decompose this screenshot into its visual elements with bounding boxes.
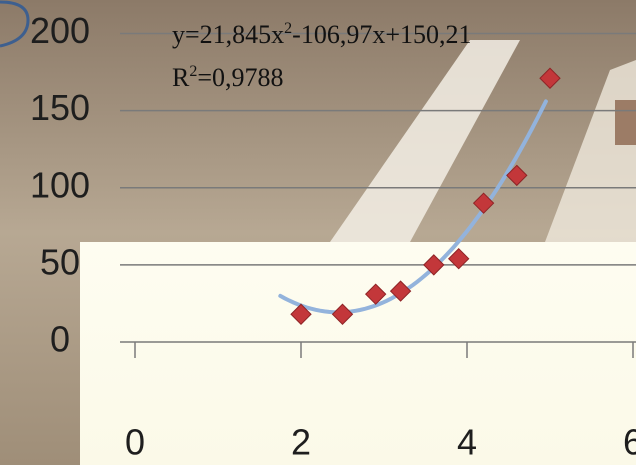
trendline-equation: y=21,845x2-106,97x+150,21	[172, 20, 472, 49]
decor-block	[615, 100, 636, 145]
x-tick-label: 0	[125, 422, 145, 463]
x-tick-label: 2	[291, 422, 311, 463]
page: {"chart_data": { "type": "scatter", "x":…	[0, 0, 636, 465]
x-tick-label: 6	[623, 422, 636, 463]
y-tick-label: 50	[40, 241, 80, 282]
y-tick-label: 0	[50, 319, 70, 360]
chart: 0501001502000246 y=21,845x2-106,97x+150,…	[0, 0, 636, 465]
equation-part: y=21,845x	[172, 20, 284, 49]
equation-part: -106,97x+150,21	[292, 20, 471, 49]
y-tick-label: 100	[30, 164, 90, 205]
r-squared-exponent: 2	[189, 63, 197, 80]
x-tick-label: 4	[457, 422, 477, 463]
r-squared-part: R	[172, 63, 190, 92]
equation-exponent: 2	[284, 20, 292, 37]
r-squared-part: =0,9788	[197, 63, 283, 92]
r-squared: R2=0,9788	[172, 63, 284, 92]
plot-area	[80, 242, 636, 465]
y-tick-label: 150	[30, 87, 90, 128]
y-tick-label: 200	[30, 10, 90, 51]
